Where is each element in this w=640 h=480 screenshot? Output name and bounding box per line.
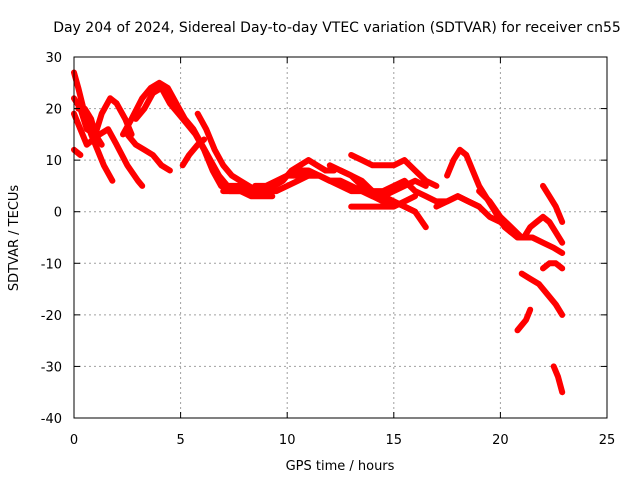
series-track-25 <box>550 363 566 396</box>
series-track-24 <box>514 306 534 334</box>
x-tick-label: 20 <box>492 433 509 448</box>
x-tick-label: 25 <box>599 433 616 448</box>
y-axis-label: SDTVAR / TECUs <box>7 185 22 292</box>
series-track-17 <box>348 193 419 210</box>
y-tick-label: -20 <box>41 309 62 324</box>
y-tick-label: 30 <box>45 51 62 66</box>
y-tick-label: -40 <box>41 412 62 427</box>
plot-frame <box>73 56 608 419</box>
series-track-8 <box>124 131 173 174</box>
series-track-9 <box>179 136 208 169</box>
series-track-19 <box>433 193 525 241</box>
y-tick-label: -10 <box>41 257 62 272</box>
y-tick-label: 0 <box>54 206 62 221</box>
x-tick-label: 0 <box>70 433 78 448</box>
y-tick-label: 10 <box>45 154 62 169</box>
x-axis-label: GPS time / hours <box>286 459 395 474</box>
series-track-5 <box>75 105 105 148</box>
series-track-3 <box>71 95 135 138</box>
x-tick-label: 15 <box>386 433 403 448</box>
y-tick-label: 20 <box>45 103 62 118</box>
series-track-22 <box>540 260 566 272</box>
series-track-23 <box>540 182 566 225</box>
y-tick-label: -30 <box>41 360 62 375</box>
series-track-20 <box>476 188 566 256</box>
series-track-4 <box>71 146 84 158</box>
series-track-13 <box>284 172 429 231</box>
grid <box>74 57 607 418</box>
series-track-16 <box>348 152 440 189</box>
x-tick-label: 10 <box>279 433 296 448</box>
axis-ticks: 0 5 10 15 20 25 30 20 10 0 -10 -20 -30 -40 <box>41 51 616 448</box>
x-tick-label: 5 <box>176 433 184 448</box>
data-series <box>71 69 566 396</box>
series-track-2 <box>71 110 146 189</box>
series-track-21 <box>518 270 566 318</box>
chart-title: Day 204 of 2024, Sidereal Day-to-day VTE… <box>53 20 621 36</box>
